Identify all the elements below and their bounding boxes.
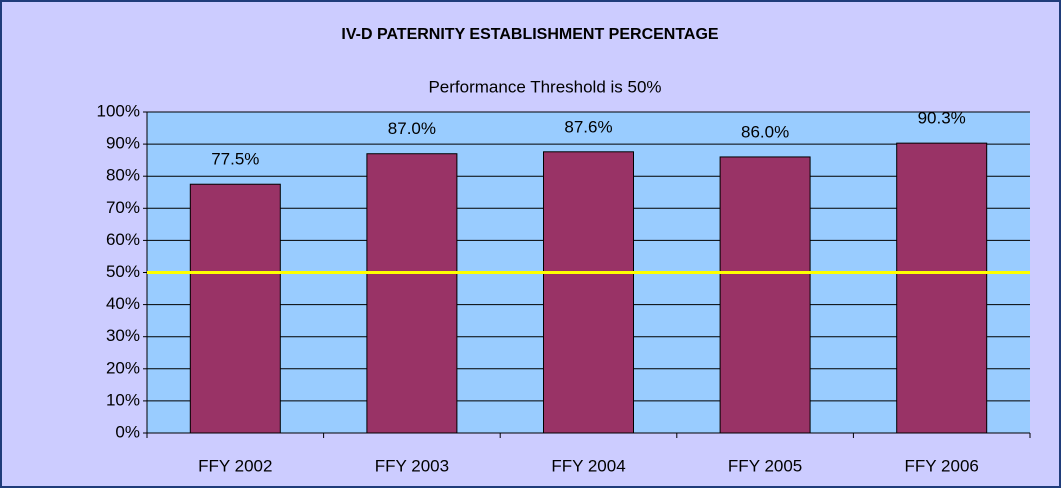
y-tick-label: 0%: [115, 422, 140, 441]
x-tick-label: FFY 2002: [198, 456, 272, 475]
bar: [189, 183, 281, 434]
bar: [896, 142, 988, 434]
x-tick-label: FFY 2003: [375, 456, 449, 475]
y-tick-label: 100%: [97, 101, 140, 120]
y-tick-label: 90%: [106, 134, 140, 153]
y-tick-label: 70%: [106, 198, 140, 217]
y-tick-label: 40%: [106, 294, 140, 313]
y-tick-label: 30%: [106, 326, 140, 345]
x-tick-label: FFY 2006: [905, 456, 979, 475]
bar: [719, 156, 811, 434]
data-label: 90.3%: [918, 109, 966, 128]
y-tick-label: 20%: [106, 358, 140, 377]
y-tick-label: 80%: [106, 166, 140, 185]
chart-title: IV-D PATERNITY ESTABLISHMENT PERCENTAGE: [341, 26, 719, 43]
y-tick-label: 50%: [106, 262, 140, 281]
bar: [366, 153, 458, 434]
data-label: 77.5%: [211, 150, 259, 169]
y-tick-label: 10%: [106, 390, 140, 409]
x-tick-label: FFY 2005: [728, 456, 802, 475]
x-tick-label: FFY 2004: [551, 456, 625, 475]
data-label: 87.6%: [564, 117, 612, 136]
bar: [543, 151, 634, 434]
y-tick-label: 60%: [106, 230, 140, 249]
data-label: 87.0%: [388, 119, 436, 138]
data-label: 86.0%: [741, 122, 789, 141]
chart-subtitle: Performance Threshold is 50%: [428, 77, 661, 96]
